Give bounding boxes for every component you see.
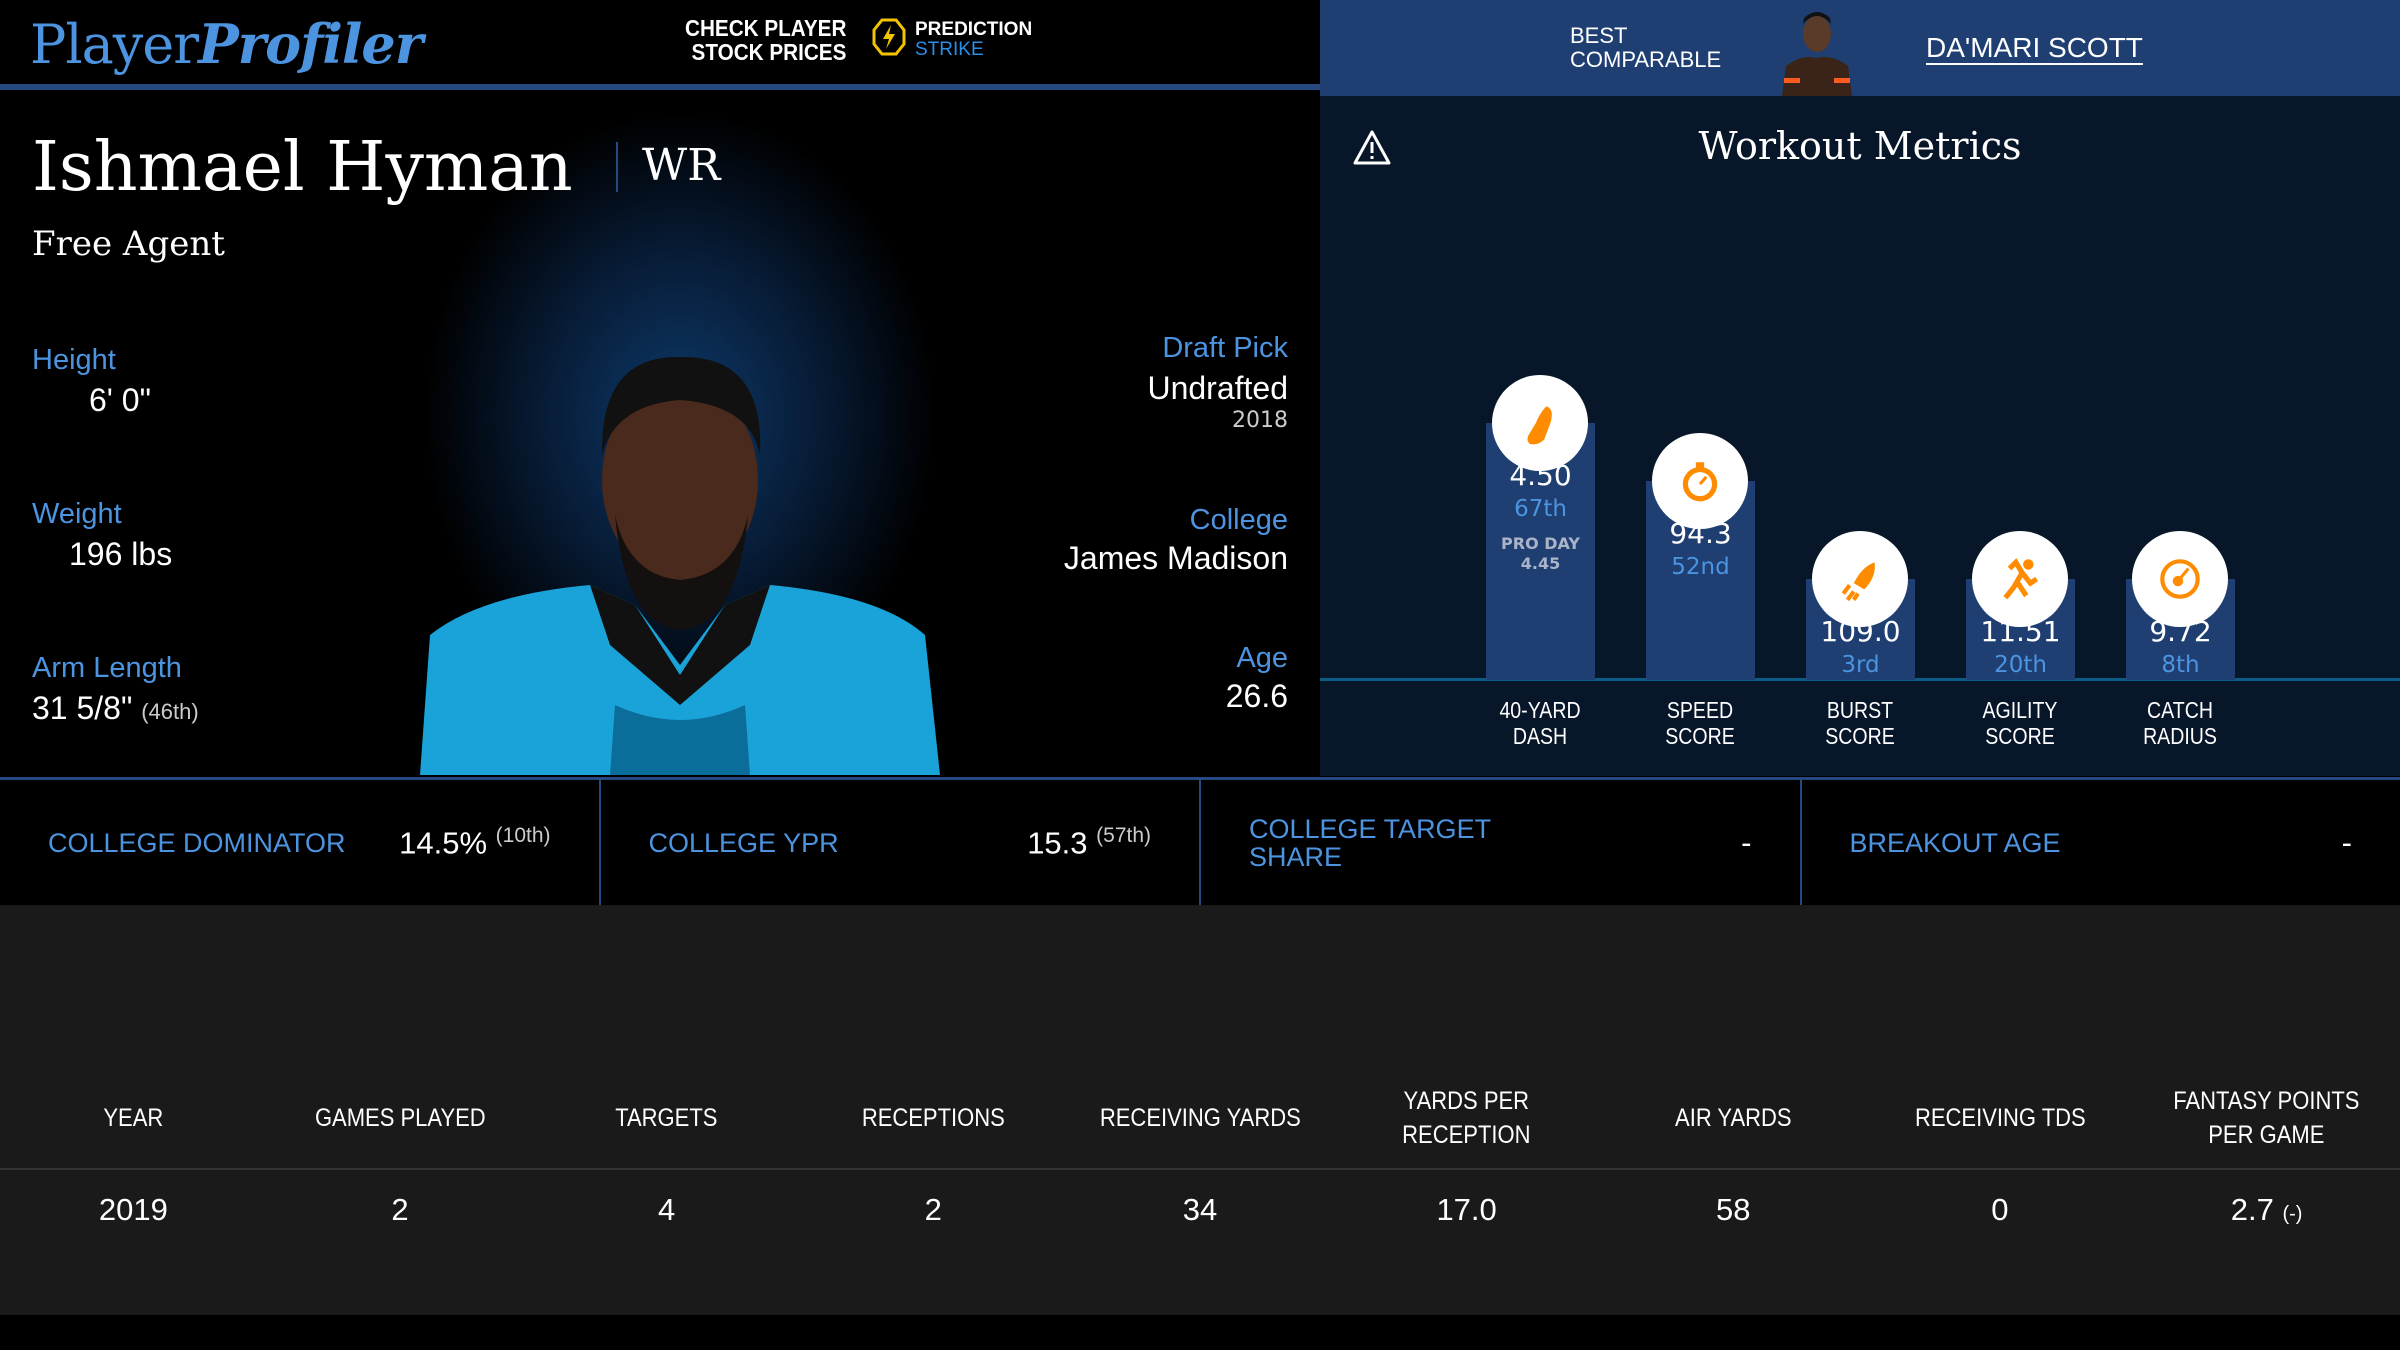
draft-year: 2018: [1232, 408, 1288, 433]
table-cell: 4: [658, 1192, 676, 1227]
stock-prices-link[interactable]: CHECK PLAYER STOCK PRICES: [685, 16, 846, 64]
prediction-text: PREDICTION: [915, 19, 1033, 40]
draft-pick-label: Draft Pick: [1162, 332, 1288, 364]
table-cell: 2: [391, 1192, 409, 1227]
shoe-icon: [1492, 375, 1588, 471]
metric-label: CATCH RADIUS: [2143, 697, 2217, 749]
table-cell: 2: [924, 1192, 942, 1227]
college-stat-label: BREAKOUT AGE: [1849, 827, 2061, 858]
stopwatch-icon: [1652, 433, 1748, 529]
column-header[interactable]: RECEIVING YARDS: [1099, 1104, 1301, 1132]
height-label: Height: [32, 344, 116, 376]
table-cell: 34: [1182, 1192, 1218, 1227]
metric-percentile: 20th: [1994, 652, 2047, 678]
metric-label: AGILITY SCORE: [1982, 697, 2058, 749]
header-left: [0, 0, 1320, 90]
age-value: 26.6: [1225, 678, 1288, 714]
college-stat: COLLEGE TARGET SHARE -: [1201, 780, 1802, 905]
metric-percentile: 8th: [2161, 652, 2200, 678]
arm-length-rank: (46th): [141, 699, 199, 724]
college-stat-value: 15.3 (57th): [1027, 823, 1151, 861]
arm-length-label: Arm Length: [32, 652, 182, 684]
metric-percentile: 3rd: [1841, 652, 1880, 678]
metric-percentile: 67th: [1514, 496, 1567, 522]
column-header[interactable]: FANTASY POINTS PER GAME: [2173, 1087, 2360, 1149]
stats-table: [0, 905, 2400, 1315]
stock-line1: CHECK PLAYER: [685, 15, 847, 41]
best-comparable-label: BEST COMPARABLE: [1570, 24, 1721, 72]
column-header[interactable]: GAMES PLAYED: [314, 1104, 486, 1132]
college-stat-label: COLLEGE TARGET SHARE: [1249, 813, 1491, 872]
logo-player: Player: [30, 13, 199, 76]
pro-day: PRO DAY 4.45: [1501, 534, 1580, 573]
rocket-icon: [1812, 531, 1908, 627]
warning-icon[interactable]: [1352, 128, 1392, 168]
college-stat-value: 14.5% (10th): [399, 823, 551, 861]
draft-pick-value: Undrafted: [1147, 370, 1288, 406]
column-header[interactable]: YEAR: [103, 1104, 164, 1132]
age-label: Age: [1236, 642, 1288, 674]
logo-profiler: Profiler: [198, 12, 423, 76]
table-cell: 2019: [98, 1192, 168, 1227]
college-label: College: [1189, 504, 1288, 536]
table-cell: 17.0: [1436, 1192, 1497, 1227]
height-value: 6' 0": [89, 382, 151, 418]
logo[interactable]: PlayerProfiler: [30, 12, 423, 76]
strike-text: STRIKE: [915, 39, 984, 60]
arm-length: 31 5/8": [32, 690, 133, 726]
table-row: 2019 2 4 2 34 17.0 58 0 2.7 (-): [0, 1192, 2400, 1228]
divider: [616, 142, 618, 192]
best-line2: COMPARABLE: [1570, 47, 1722, 72]
college-stat: COLLEGE YPR 15.3 (57th): [601, 780, 1201, 905]
college-stat-value: -: [1741, 824, 1752, 860]
player-name: Ishmael Hyman: [32, 128, 573, 207]
player-position: WR: [642, 140, 721, 191]
best-line1: BEST: [1570, 23, 1628, 48]
lightning-icon[interactable]: [872, 18, 906, 56]
table-cell: 58: [1716, 1192, 1751, 1227]
table-cell: 2.7 (-): [2230, 1192, 2303, 1227]
column-header[interactable]: TARGETS: [615, 1104, 718, 1132]
metric-label: SPEED SCORE: [1665, 697, 1735, 749]
metric-label: 40-YARD DASH: [1499, 697, 1581, 749]
runner-icon: [1972, 531, 2068, 627]
college-stats-bar: COLLEGE DOMINATOR 14.5% (10th) COLLEGE YPR…: [0, 777, 2400, 905]
comparable-player-photo: [1782, 12, 1852, 96]
metric-label: BURST SCORE: [1825, 697, 1895, 749]
table-cell: 0: [1991, 1192, 2009, 1227]
college-stat-label: COLLEGE YPR: [648, 827, 839, 858]
column-header[interactable]: RECEPTIONS: [861, 1104, 1005, 1132]
college-stat: COLLEGE DOMINATOR 14.5% (10th): [0, 780, 601, 905]
college-stat: BREAKOUT AGE -: [1802, 780, 2400, 905]
column-header[interactable]: AIR YARDS: [1674, 1104, 1792, 1132]
table-header: YEAR GAMES PLAYED TARGETS RECEPTIONS RECEIVI…: [0, 1083, 2400, 1153]
metric-percentile: 52nd: [1671, 554, 1730, 580]
player-photo: [420, 356, 940, 775]
best-comparable-banner: [1320, 0, 2400, 96]
comparable-player-link[interactable]: DA'MARI SCOTT: [1926, 32, 2143, 63]
player-team: Free Agent: [32, 224, 225, 264]
college-stat-label: COLLEGE DOMINATOR: [48, 827, 346, 858]
column-header[interactable]: YARDS PER RECEPTION: [1402, 1087, 1531, 1149]
stock-line2: STOCK PRICES: [691, 39, 847, 65]
arm-length-value: 31 5/8" (46th): [32, 690, 199, 727]
weight-label: Weight: [32, 498, 122, 530]
weight-value: 196 lbs: [69, 536, 173, 572]
table-divider: [0, 1168, 2400, 1170]
column-header[interactable]: RECEIVING TDS: [1914, 1104, 2086, 1132]
college-stat-value: -: [2341, 824, 2352, 860]
prediction-strike-link[interactable]: PREDICTION STRIKE: [915, 20, 1032, 60]
target-icon: [2132, 531, 2228, 627]
workout-title: Workout Metrics: [1698, 124, 2022, 168]
college-value: James Madison: [1063, 540, 1288, 576]
